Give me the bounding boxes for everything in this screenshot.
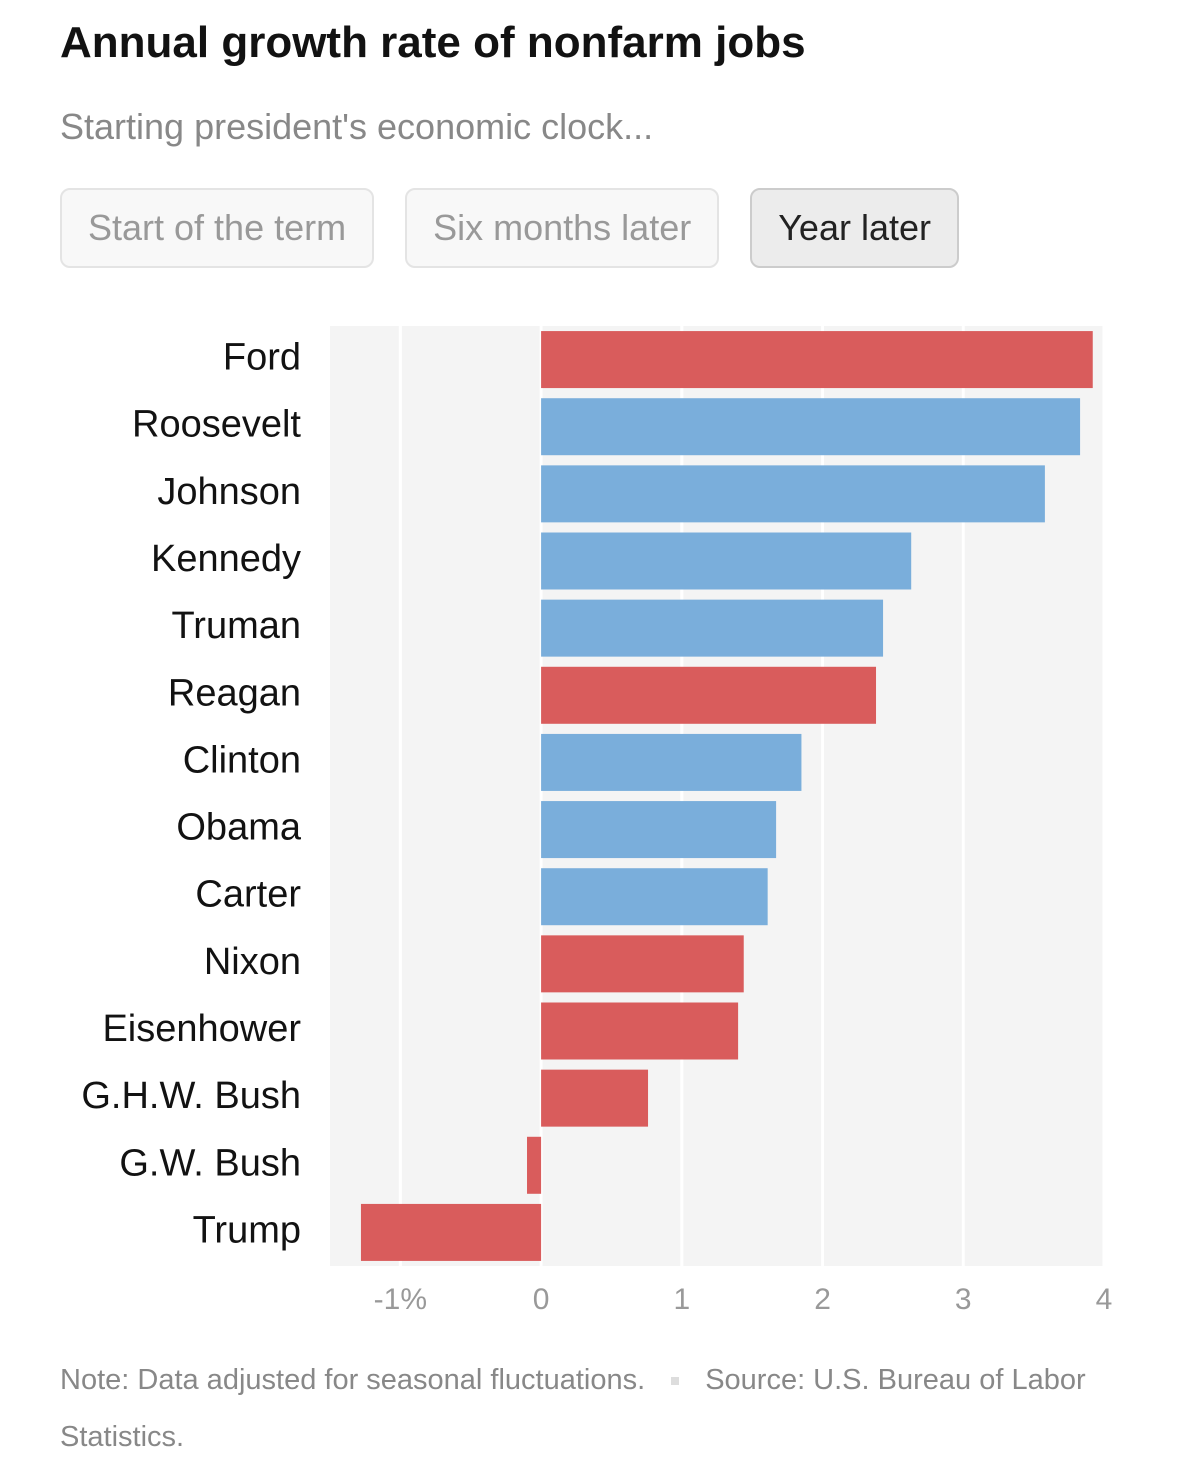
bar	[541, 465, 1045, 523]
bar	[541, 331, 1093, 389]
chart: -1% 0 1 2 3 4 Ford Roosevelt Johnson Kennedy Truma…	[81, 326, 1113, 1316]
subtitle: Starting president's economic clock...	[60, 106, 654, 147]
bar	[541, 801, 777, 859]
y-tick-label: Nixon	[204, 941, 301, 983]
note: Note: Data adjusted for seasonal fluctua…	[60, 1364, 646, 1396]
y-tick-label: Truman	[171, 605, 301, 647]
bar	[527, 1136, 542, 1194]
y-tick-label: G.H.W. Bush	[81, 1075, 301, 1117]
toggle-button[interactable]: Six months later	[405, 188, 720, 268]
x-tick-label: 4	[1096, 1283, 1113, 1316]
y-tick-label: Reagan	[168, 672, 301, 714]
bar	[541, 666, 877, 724]
y-tick-label: G.W. Bush	[119, 1142, 301, 1184]
x-tick-label: 1	[673, 1283, 690, 1316]
bar	[360, 1203, 542, 1261]
bar	[541, 733, 802, 791]
y-tick-label: Clinton	[183, 739, 301, 781]
bar	[541, 532, 912, 590]
bar	[541, 1002, 739, 1060]
y-tick-label: Kennedy	[151, 538, 301, 580]
y-tick-label: Obama	[176, 807, 301, 849]
x-tick-label: 3	[955, 1283, 972, 1316]
y-tick-label: Johnson	[157, 471, 301, 513]
chart-title: Annual growth rate of nonfarm jobs	[60, 18, 806, 67]
y-tick-label: Trump	[193, 1209, 301, 1251]
toggle-button[interactable]: Year later	[750, 188, 959, 268]
separator	[671, 1377, 680, 1386]
y-tick-label: Eisenhower	[102, 1008, 301, 1050]
bar	[541, 868, 768, 926]
source: Source: U.S. Bureau of Labor Statistics.	[60, 1364, 1086, 1453]
bar	[541, 1069, 649, 1127]
y-tick-label: Roosevelt	[132, 404, 301, 446]
x-tick-label: 0	[533, 1283, 550, 1316]
footer: Note: Data adjusted for seasonal fluctua…	[60, 1352, 1130, 1466]
y-tick-label: Ford	[223, 337, 301, 379]
toggle-button[interactable]: Start of the term	[60, 188, 375, 268]
y-tick-label: Carter	[195, 874, 301, 916]
x-tick-label: -1%	[374, 1283, 427, 1316]
bar	[541, 935, 744, 993]
button-group: Start of the term Six months later Year la…	[60, 188, 959, 268]
bar	[541, 398, 1081, 456]
bar	[541, 599, 884, 657]
x-tick-label: 2	[814, 1283, 831, 1316]
